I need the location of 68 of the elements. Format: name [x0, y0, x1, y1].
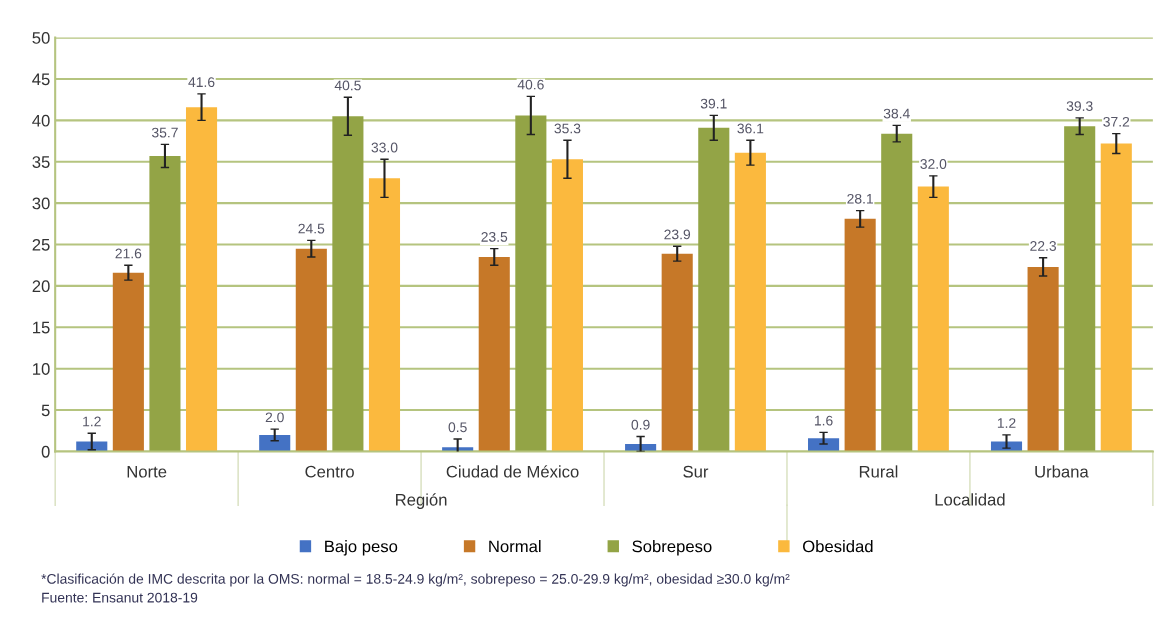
x-tick-label: Centro — [305, 465, 354, 478]
bar — [112, 272, 144, 452]
bar — [661, 253, 693, 452]
data-label: 28.1 — [847, 193, 873, 204]
data-label: 40.6 — [517, 79, 544, 90]
legend-label: Bajo peso — [325, 540, 398, 556]
data-label: 0.5 — [448, 422, 467, 433]
data-label: 21.6 — [115, 248, 142, 259]
legend-label: Sobrepeso — [632, 540, 712, 556]
x-tick-label: Ciudad de México — [446, 465, 579, 478]
x-tick-label: Norte — [127, 465, 167, 478]
data-label: 1.6 — [814, 415, 833, 426]
x-tick-label: Sur — [683, 465, 709, 478]
y-tick-label: 40 — [32, 114, 50, 127]
data-label: 24.5 — [298, 223, 325, 234]
bar — [149, 155, 181, 452]
y-tick-label: 45 — [32, 73, 50, 86]
bar — [368, 178, 401, 452]
y-tick-label: 15 — [33, 321, 50, 334]
x-tick-label: Urbana — [1035, 465, 1089, 478]
text: *Clasificación de IMC descrita por la OMS: normal = 18.5-24.9 kg/m², sobrepeso = 25.0-29.9 kg/m², obesidad ≥30.0 kg/m² — [41, 573, 790, 587]
bar — [917, 186, 949, 452]
data-label: 1.2 — [997, 418, 1016, 428]
bar — [844, 218, 876, 452]
bar — [1100, 143, 1132, 452]
bar — [478, 256, 510, 452]
y-tick-label: 0 — [41, 445, 50, 458]
bar — [185, 107, 218, 452]
data-label: 35.3 — [554, 123, 581, 134]
bar — [259, 434, 291, 452]
data-label: 33.0 — [371, 142, 398, 153]
data-label: 36.1 — [737, 123, 764, 134]
bar — [332, 116, 364, 452]
data-label: 41.6 — [188, 77, 215, 88]
y-tick-label: 10 — [33, 363, 50, 375]
bar — [698, 127, 730, 452]
data-label: 23.9 — [664, 229, 691, 240]
text: Región — [396, 493, 447, 509]
y-tick-label: 25 — [32, 238, 50, 251]
text: Localidad — [935, 493, 1005, 506]
bar — [515, 115, 547, 452]
bar — [881, 133, 913, 452]
bar — [1064, 126, 1096, 452]
data-label: 37.2 — [1103, 116, 1130, 127]
data-label: 22.3 — [1030, 241, 1057, 251]
data-label: 1.2 — [83, 416, 101, 427]
y-tick-label: 20 — [32, 280, 50, 293]
y-tick-label: 35 — [32, 156, 50, 168]
y-tick-label: 30 — [32, 197, 50, 210]
data-label: 38.4 — [883, 108, 910, 119]
y-tick-label: 50 — [32, 32, 50, 44]
bar — [734, 152, 766, 452]
data-label: 0.9 — [631, 419, 650, 430]
data-label: 23.5 — [481, 231, 508, 242]
source-note: Fuente: Ensanut 2018-19 — [42, 592, 198, 603]
data-label: 39.1 — [700, 98, 727, 109]
bar — [551, 159, 583, 452]
data-label: 39.3 — [1066, 101, 1093, 112]
data-label: 35.7 — [151, 127, 178, 138]
data-label: 40.5 — [334, 80, 361, 91]
x-tick-label: Rural — [859, 465, 898, 478]
y-tick-label: 5 — [41, 404, 50, 417]
legend-label: Obesidad — [803, 540, 873, 553]
bar — [295, 248, 327, 452]
bar — [1027, 266, 1059, 452]
data-label: 2.0 — [265, 412, 284, 423]
data-label: 32.0 — [920, 159, 947, 169]
legend-label: Normal — [489, 540, 541, 553]
